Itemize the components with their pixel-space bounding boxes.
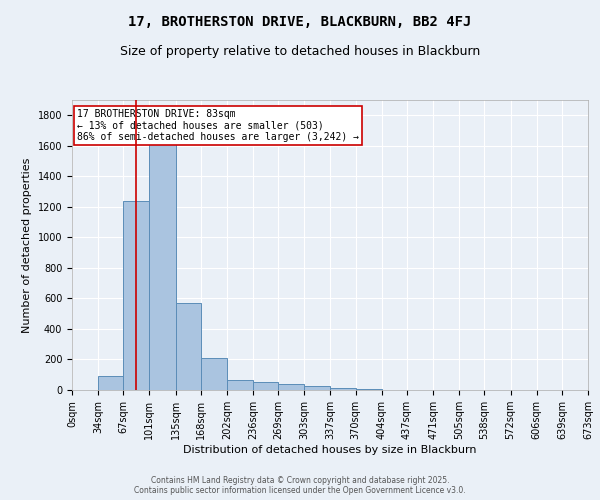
Bar (253, 382, 278, 390)
Text: 17, BROTHERSTON DRIVE, BLACKBURN, BB2 4FJ: 17, BROTHERSTON DRIVE, BLACKBURN, BB2 4F… (128, 15, 472, 29)
X-axis label: Distribution of detached houses by size in Blackburn: Distribution of detached houses by size … (183, 445, 477, 455)
Bar (149, 130, 176, 390)
Y-axis label: Number of detached properties: Number of detached properties (22, 158, 32, 332)
Text: Size of property relative to detached houses in Blackburn: Size of property relative to detached ho… (120, 45, 480, 58)
Bar (176, 303, 201, 390)
Bar (98, 376, 124, 390)
Bar (356, 389, 382, 390)
Bar (124, 200, 149, 390)
Bar (331, 388, 356, 390)
Text: Contains HM Land Registry data © Crown copyright and database right 2025.
Contai: Contains HM Land Registry data © Crown c… (134, 476, 466, 495)
Bar (278, 384, 304, 390)
Bar (227, 380, 253, 390)
Bar (304, 386, 331, 390)
Text: 17 BROTHERSTON DRIVE: 83sqm
← 13% of detached houses are smaller (503)
86% of se: 17 BROTHERSTON DRIVE: 83sqm ← 13% of det… (77, 108, 359, 142)
Bar (201, 358, 227, 390)
